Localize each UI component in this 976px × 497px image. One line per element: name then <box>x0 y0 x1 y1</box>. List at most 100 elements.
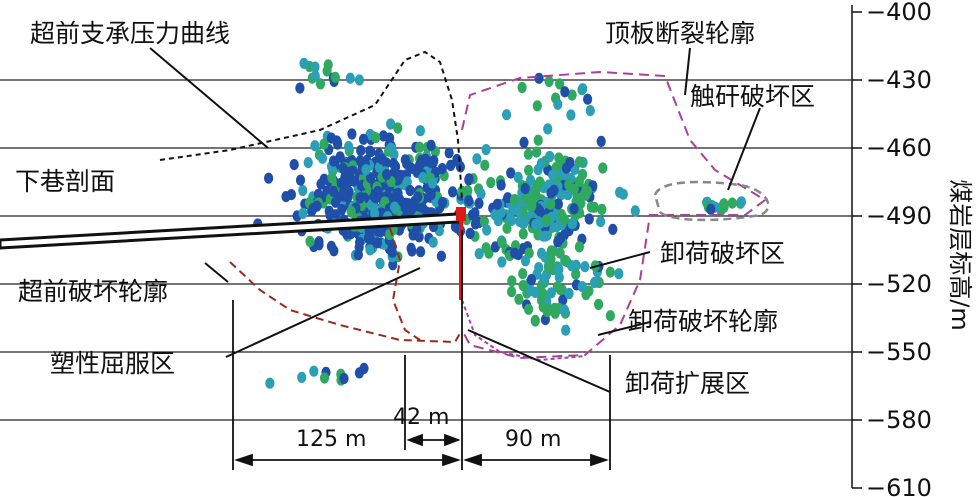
event-dot <box>534 72 544 84</box>
event-dot <box>405 205 415 217</box>
event-dot <box>521 192 532 205</box>
event-dot <box>549 184 559 196</box>
event-dot <box>598 162 608 174</box>
event-dot <box>426 139 436 151</box>
event-dot <box>608 223 618 235</box>
event-dot <box>314 239 324 251</box>
event-dot <box>502 109 512 121</box>
event-dot <box>719 201 729 213</box>
event-dot <box>446 159 456 171</box>
event-dot <box>507 286 517 298</box>
event-dot <box>533 134 543 146</box>
y-tick-label: −520 <box>866 270 932 298</box>
event-dot <box>382 168 392 181</box>
event-dot <box>327 172 337 184</box>
event-dot <box>390 201 400 213</box>
y-axis: −400 −430 −460 −490 −520 −550 −580 −610 煤岩层标高/m <box>851 0 974 497</box>
event-dot <box>310 140 320 152</box>
event-dot <box>338 162 348 175</box>
event-dot <box>605 266 615 278</box>
event-dot <box>553 198 564 210</box>
event-dot <box>526 274 537 286</box>
event-dot <box>386 118 396 130</box>
y-tick-label: −490 <box>866 202 932 230</box>
event-dot <box>387 246 397 258</box>
event-dot <box>372 237 382 249</box>
event-dot <box>541 230 551 242</box>
dim-42: 42 m <box>393 405 449 430</box>
event-dot <box>582 185 593 197</box>
event-dot <box>567 218 577 230</box>
event-dot <box>482 224 492 236</box>
event-dot <box>381 157 391 169</box>
event-dot <box>366 146 376 158</box>
label-unload-contour: 卸荷破坏轮廓 <box>628 307 778 336</box>
y-tick-label: −610 <box>866 474 932 497</box>
event-dot <box>580 261 590 273</box>
y-axis-label: 煤岩层标高/m <box>946 179 974 330</box>
event-dot <box>554 271 564 283</box>
event-dot <box>569 203 579 215</box>
event-dot <box>481 144 491 156</box>
event-dot <box>331 209 341 221</box>
event-dot <box>371 132 381 144</box>
event-dot <box>373 185 383 198</box>
event-dot <box>444 147 454 159</box>
event-dot <box>336 177 346 189</box>
event-dot <box>576 197 586 209</box>
event-dot <box>319 138 329 150</box>
event-dot <box>560 86 570 98</box>
event-dot <box>564 287 574 300</box>
event-dot <box>405 184 415 197</box>
event-dot <box>457 185 467 197</box>
event-dot <box>555 78 565 90</box>
event-dot <box>378 130 388 142</box>
event-dot <box>586 201 596 213</box>
event-dot <box>264 172 274 184</box>
event-dot <box>630 205 640 217</box>
event-dot <box>467 209 477 221</box>
event-dot <box>303 157 313 169</box>
event-dot <box>574 156 585 168</box>
event-dot <box>402 176 412 188</box>
event-dot <box>553 98 563 110</box>
event-dot <box>513 171 523 183</box>
event-dot <box>566 109 576 121</box>
event-dot <box>453 155 463 167</box>
dim-90: 90 m <box>505 427 561 452</box>
event-dot <box>567 89 577 101</box>
event-dot <box>412 223 422 235</box>
event-dot <box>509 247 520 259</box>
event-dot <box>317 152 328 164</box>
event-dot <box>309 365 319 377</box>
event-dot <box>536 247 547 259</box>
event-dot <box>497 236 507 249</box>
event-dot <box>543 261 554 274</box>
event-dot <box>492 198 502 210</box>
event-dot <box>415 125 425 137</box>
event-dot <box>415 141 425 153</box>
event-dot <box>346 205 356 218</box>
label-roadway-section: 下巷剖面 <box>15 167 115 196</box>
event-dot <box>464 195 474 207</box>
event-dot <box>546 198 556 210</box>
event-dot <box>556 189 566 201</box>
y-tick-label: −580 <box>866 406 932 434</box>
event-dot <box>313 188 323 200</box>
event-dot <box>727 197 737 209</box>
event-dot <box>736 196 747 208</box>
event-dot <box>329 155 339 167</box>
event-dot <box>265 377 275 389</box>
event-dot <box>556 232 566 244</box>
event-dot <box>559 304 570 316</box>
event-dot <box>565 157 575 169</box>
event-dot <box>518 268 528 280</box>
event-dot <box>561 255 571 267</box>
event-dot <box>544 75 554 87</box>
event-dot <box>518 280 528 292</box>
roadway-section <box>0 212 460 250</box>
event-dot <box>532 146 542 158</box>
leader-lines <box>149 47 761 393</box>
event-dot <box>356 145 366 157</box>
